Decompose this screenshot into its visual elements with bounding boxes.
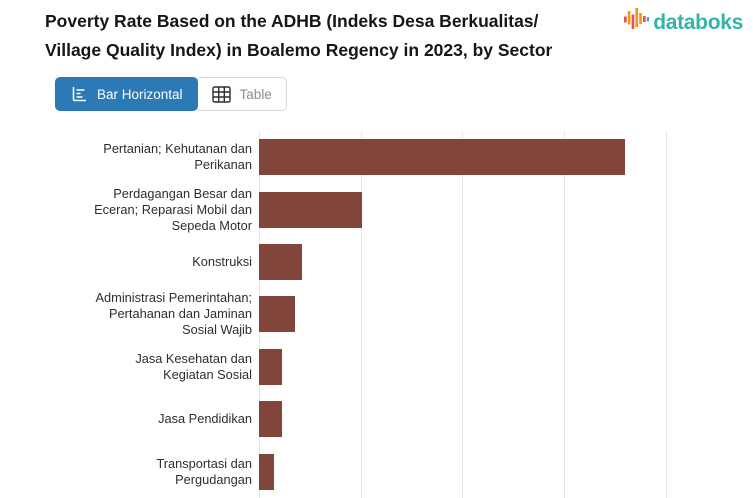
bar[interactable] [259,453,275,490]
gridline [563,131,565,498]
chart-row: Jasa Pendidikan [0,393,753,445]
bar-track [259,139,753,176]
chart-row: Pertanian; Kehutanan dan Perikanan [0,131,753,183]
table-button-label: Table [239,86,272,102]
bar-horizontal-icon [70,86,89,103]
chart-rows: Pertanian; Kehutanan dan Perikanan Perdaga… [0,131,753,498]
databoks-logo[interactable]: databoks [624,8,743,37]
bar-track [259,191,753,228]
bar-track [259,296,753,333]
category-label: Transportasi dan Pergudangan [156,455,252,487]
bar-horizontal-button-label: Bar Horizontal [97,86,183,102]
bar-track [259,348,753,385]
bar[interactable] [259,401,283,438]
chart-row: Transportasi dan Pergudangan [0,445,753,497]
bar-horizontal-button[interactable]: Bar Horizontal [55,77,198,111]
category-label: Jasa Kesehatan dan Kegiatan Sosial [135,350,252,382]
bar[interactable] [259,191,362,228]
gridline [462,131,464,498]
gridline [360,131,362,498]
category-label: Konstruksi [192,253,252,269]
chart-row: Perdagangan Besar dan Eceran; Reparasi Mo… [0,183,753,235]
bar[interactable] [259,348,283,385]
table-icon [211,85,232,104]
chart-row: Konstruksi [0,236,753,288]
databoks-waveform-icon [624,8,650,37]
chart-row: Administrasi Pemerintahan; Pertahanan dan… [0,288,753,340]
bar[interactable] [259,243,302,280]
databoks-wordmark: databoks [653,10,743,34]
category-label: Jasa Pendidikan [158,411,252,427]
page-title: Poverty Rate Based on the ADHB (Indeks D… [45,7,605,65]
table-button[interactable]: Table [195,77,287,111]
category-label: Administrasi Pemerintahan; Pertahanan dan… [95,290,252,338]
bar[interactable] [259,296,295,333]
bar-track [259,453,753,490]
chart-row: Jasa Kesehatan dan Kegiatan Sosial [0,341,753,393]
page-title-line-2: Village Quality Index) in Boalemo Regenc… [45,40,553,60]
category-label: Perdagangan Besar dan Eceran; Reparasi Mo… [94,185,252,233]
bar-track [259,401,753,438]
bar-track [259,243,753,280]
horizontal-bar-chart: Pertanian; Kehutanan dan Perikanan Perdaga… [0,131,753,498]
gridline [665,131,667,498]
bar[interactable] [259,139,625,176]
view-switcher: Bar Horizontal Table [55,77,287,111]
category-label: Pertanian; Kehutanan dan Perikanan [103,141,252,173]
page-title-line-1: Poverty Rate Based on the ADHB (Indeks D… [45,11,539,31]
